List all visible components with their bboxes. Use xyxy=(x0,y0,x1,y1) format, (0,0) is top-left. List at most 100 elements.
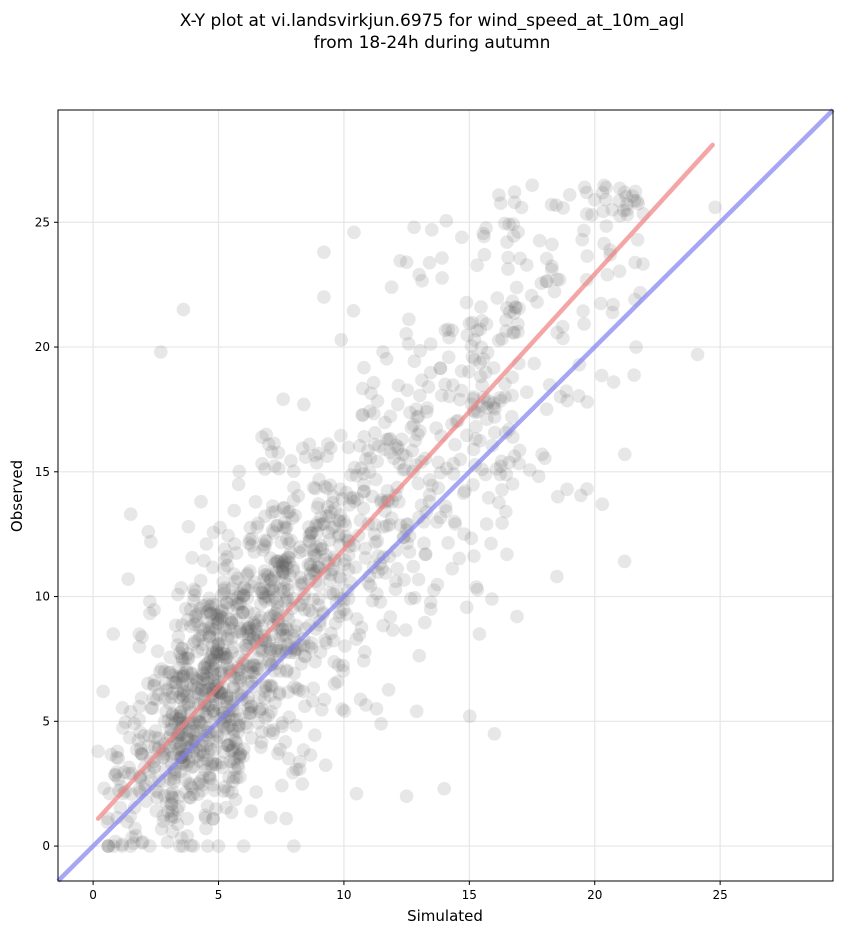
scatter-point xyxy=(417,536,431,551)
scatter-point xyxy=(272,461,286,476)
scatter-point xyxy=(193,774,208,789)
scatter-point xyxy=(550,325,564,340)
scatter-point xyxy=(270,600,285,614)
scatter-point xyxy=(433,361,448,376)
scatter-point xyxy=(186,678,201,693)
scatter-point xyxy=(556,331,570,346)
scatter-point xyxy=(233,596,248,611)
scatter-point xyxy=(211,647,225,661)
scatter-point xyxy=(383,432,398,446)
scatter-point xyxy=(194,717,208,732)
scatter-point xyxy=(182,733,197,747)
scatter-point xyxy=(233,624,247,639)
scatter-point xyxy=(289,618,304,633)
scatter-point xyxy=(161,804,175,819)
scatter-point xyxy=(228,574,243,589)
scatter-point xyxy=(391,397,405,412)
scatter-point xyxy=(324,626,338,641)
scatter-point xyxy=(126,836,141,850)
scatter-point xyxy=(181,647,195,661)
scatter-point xyxy=(585,208,599,222)
scatter-point xyxy=(148,730,162,745)
scatter-point xyxy=(277,515,292,529)
scatter-point xyxy=(102,786,117,801)
scatter-point xyxy=(551,489,565,504)
scatter-point xyxy=(452,551,467,566)
scatter-point xyxy=(307,549,322,563)
scatter-point xyxy=(257,572,271,587)
scatter-point xyxy=(232,751,247,765)
scatter-point xyxy=(423,365,438,380)
scatter-point xyxy=(233,747,248,762)
scatter-point xyxy=(396,463,411,477)
scatter-point xyxy=(309,539,324,554)
scatter-point xyxy=(292,762,307,776)
scatter-point xyxy=(597,178,611,193)
scatter-point xyxy=(214,610,228,624)
scatter-point xyxy=(283,545,298,560)
scatter-point xyxy=(196,756,211,771)
x-tick-label: 15 xyxy=(462,888,477,902)
scatter-point xyxy=(599,180,613,195)
scatter-point xyxy=(628,184,643,199)
scatter-point xyxy=(282,710,296,724)
scatter-point xyxy=(226,681,241,695)
y-tick-label: 0 xyxy=(42,839,50,853)
scatter-point xyxy=(193,744,207,758)
scatter-point xyxy=(370,454,384,469)
scatter-point xyxy=(431,455,446,470)
scatter-point xyxy=(225,742,240,757)
scatter-point xyxy=(338,639,352,653)
scatter-point xyxy=(552,272,567,287)
scatter-point xyxy=(275,716,290,730)
scatter-point xyxy=(205,755,220,769)
scatter-point xyxy=(190,644,205,659)
scatter-point xyxy=(170,817,185,831)
scatter-point xyxy=(211,616,225,631)
scatter-point xyxy=(379,519,394,533)
scatter-point xyxy=(599,219,614,233)
scatter-point xyxy=(236,588,251,603)
scatter-point xyxy=(420,401,435,415)
scatter-point xyxy=(192,715,207,730)
scatter-point xyxy=(196,668,211,682)
scatter-point xyxy=(231,725,246,739)
scatter-point xyxy=(217,620,231,635)
scatter-point xyxy=(214,646,228,661)
scatter-point xyxy=(261,652,276,667)
scatter-point xyxy=(464,339,479,353)
scatter-point xyxy=(143,839,157,853)
scatter-point xyxy=(375,561,390,576)
scatter-point xyxy=(339,607,354,622)
scatter-point xyxy=(224,645,239,659)
scatter-point xyxy=(195,683,209,697)
scatter-point xyxy=(122,760,136,775)
scatter-point xyxy=(182,724,197,738)
scatter-point xyxy=(232,718,246,732)
scatter-point xyxy=(370,394,385,408)
scatter-point xyxy=(273,582,288,596)
scatter-point xyxy=(445,323,460,338)
scatter-point xyxy=(206,812,220,826)
scatter-point xyxy=(175,676,190,691)
scatter-point xyxy=(198,658,212,672)
scatter-point xyxy=(336,658,350,673)
scatter-point xyxy=(205,648,219,662)
scatter-point xyxy=(392,495,406,509)
scatter-point xyxy=(466,478,480,492)
scatter-point xyxy=(248,622,263,637)
scatter-point xyxy=(690,347,705,362)
scatter-point xyxy=(221,629,235,643)
scatter-point xyxy=(423,595,438,609)
scatter-point xyxy=(292,755,307,769)
scatter-point xyxy=(159,704,173,719)
scatter-point xyxy=(184,760,199,775)
scatter-point xyxy=(180,665,194,679)
scatter-point xyxy=(273,623,288,638)
scatter-point xyxy=(342,548,356,562)
scatter-point xyxy=(135,630,149,644)
scatter-point xyxy=(176,839,190,853)
scatter-point xyxy=(379,432,394,447)
scatter-point xyxy=(275,564,290,578)
scatter-point xyxy=(263,645,278,659)
